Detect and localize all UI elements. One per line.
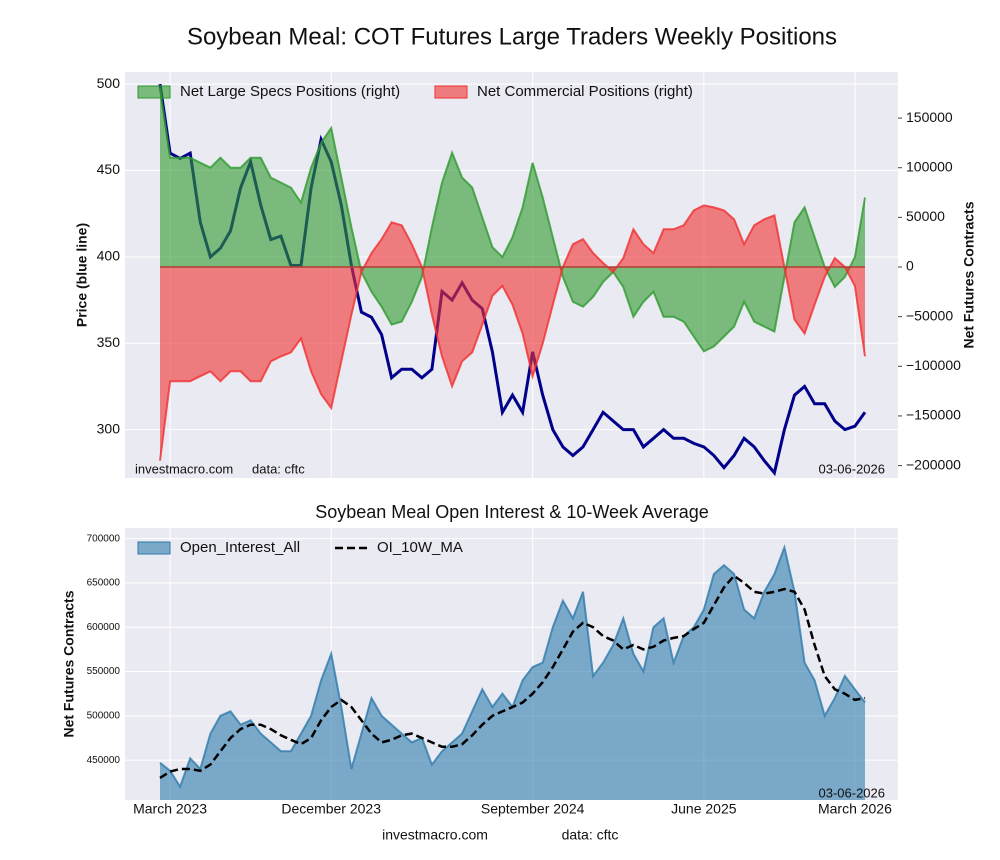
series-line: [159, 88, 866, 353]
legend-label: OI_10W_MA: [377, 539, 463, 556]
y-tick-label: 450: [97, 161, 121, 177]
y-axis-label: Net Futures Contracts: [61, 590, 77, 737]
y2-tick-label: 0: [906, 258, 914, 274]
annotation: data: cftc: [252, 461, 305, 476]
annotation: 03-06-2026: [819, 785, 886, 800]
y2-tick-label: 150000: [906, 109, 953, 125]
y-tick-label: 550000: [87, 666, 121, 677]
y-tick-label: 400: [97, 248, 121, 264]
x-tick-label: March 2026: [818, 801, 892, 817]
series-line: [159, 574, 866, 779]
legend-swatch: [434, 85, 468, 99]
footer-source: data: cftc: [562, 827, 619, 843]
y2-tick-label: −150000: [906, 407, 961, 423]
y-tick-label: 300: [97, 420, 121, 436]
footer-site: investmacro.com: [382, 827, 488, 843]
y-axis-label: Price (blue line): [74, 223, 90, 327]
y2-tick-label: −200000: [906, 456, 961, 472]
y-tick-label: 500000: [87, 710, 121, 721]
legend-swatch: [137, 85, 171, 99]
figure-title: Soybean Meal: COT Futures Large Traders …: [187, 23, 837, 50]
x-tick-label: December 2023: [281, 801, 381, 817]
annotation: 03-06-2026: [819, 461, 886, 476]
y-tick-label: 600000: [87, 622, 121, 633]
legend-swatch: [137, 541, 171, 555]
x-tick-label: September 2024: [481, 801, 585, 817]
legend-label: Open_Interest_All: [180, 539, 300, 556]
y-tick-label: 700000: [87, 533, 121, 544]
annotation: investmacro.com: [135, 461, 233, 476]
y2-tick-label: 50000: [906, 208, 945, 224]
area-fill: [160, 547, 865, 800]
legend-label: Net Large Specs Positions (right): [180, 83, 400, 100]
x-tick-label: March 2023: [133, 801, 207, 817]
chart-title: Soybean Meal Open Interest & 10-Week Ave…: [315, 502, 709, 522]
series-line: [159, 204, 866, 461]
y-tick-label: 450000: [87, 755, 121, 766]
y2-tick-label: −100000: [906, 357, 961, 373]
area-fill: [160, 205, 865, 461]
legend-label: Net Commercial Positions (right): [477, 83, 693, 100]
y2-axis-label: Net Futures Contracts: [961, 201, 977, 348]
y-tick-label: 650000: [87, 578, 121, 589]
y-tick-label: 350: [97, 334, 121, 350]
y2-tick-label: 100000: [906, 158, 953, 174]
y-tick-label: 500: [97, 75, 121, 91]
x-tick-label: June 2025: [671, 801, 737, 817]
y2-tick-label: −50000: [906, 307, 953, 323]
